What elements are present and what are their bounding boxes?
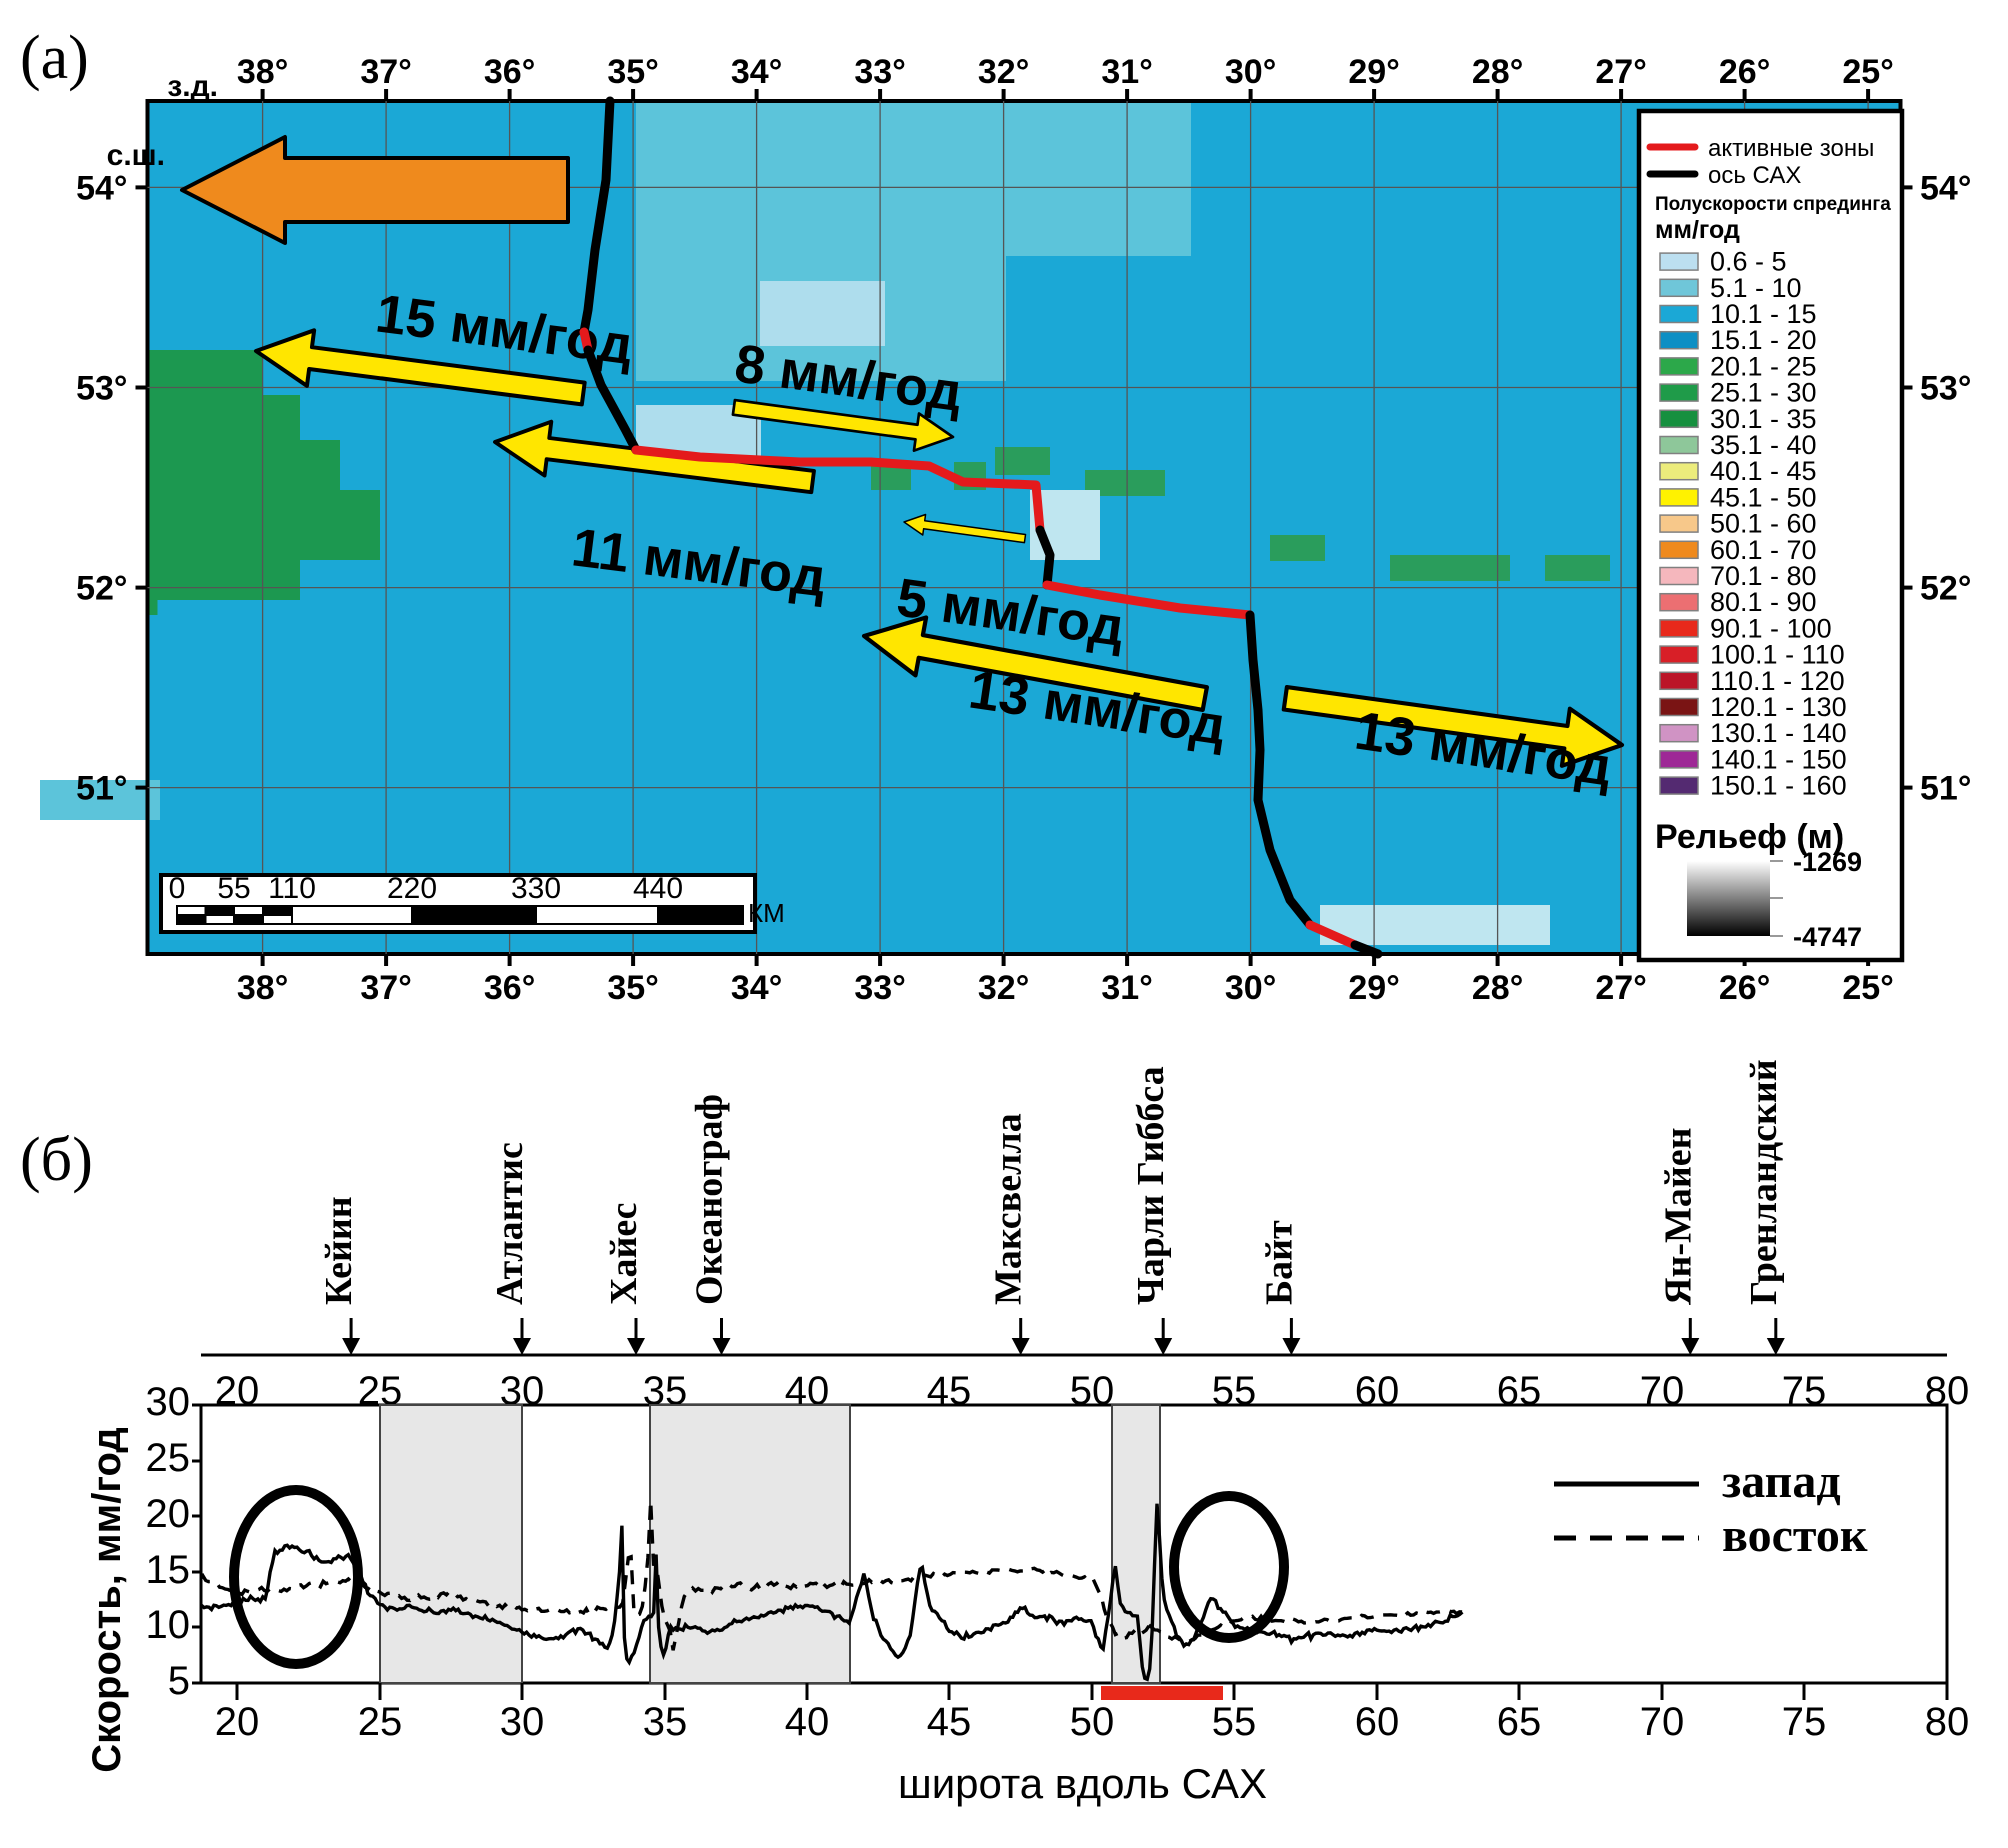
svg-text:330: 330 — [511, 872, 561, 905]
svg-text:Ян-Майен: Ян-Майен — [1657, 1127, 1699, 1305]
svg-text:запад: запад — [1722, 1455, 1841, 1508]
svg-text:33°: 33° — [854, 53, 905, 91]
svg-text:Хайес: Хайес — [603, 1202, 645, 1305]
svg-text:(a): (a) — [20, 24, 89, 92]
svg-text:с.ш.: с.ш. — [107, 139, 165, 172]
svg-text:Скорость, мм/год: Скорость, мм/год — [85, 1427, 129, 1773]
svg-text:(б): (б) — [20, 1126, 93, 1194]
svg-text:110: 110 — [268, 872, 316, 905]
svg-text:51°: 51° — [76, 770, 127, 808]
svg-text:80: 80 — [1925, 1700, 1970, 1744]
svg-text:51°: 51° — [1920, 770, 1971, 808]
svg-text:35: 35 — [643, 1700, 688, 1744]
svg-text:27°: 27° — [1595, 53, 1646, 91]
svg-text:25: 25 — [358, 1700, 403, 1744]
svg-text:70: 70 — [1640, 1700, 1685, 1744]
svg-text:54°: 54° — [1920, 169, 1971, 207]
svg-text:30: 30 — [500, 1700, 545, 1744]
svg-text:38°: 38° — [237, 53, 288, 91]
svg-text:54°: 54° — [76, 169, 127, 207]
svg-text:150.1 - 160: 150.1 - 160 — [1710, 771, 1847, 801]
svg-text:25: 25 — [146, 1436, 191, 1480]
svg-text:Максвелла: Максвелла — [988, 1113, 1030, 1305]
svg-text:440: 440 — [633, 872, 683, 905]
svg-text:36°: 36° — [484, 53, 535, 91]
svg-text:0: 0 — [169, 872, 186, 905]
svg-text:Океанограф: Океанограф — [689, 1094, 731, 1305]
svg-text:20: 20 — [146, 1492, 191, 1536]
svg-text:52°: 52° — [76, 570, 127, 608]
svg-text:ось САХ: ось САХ — [1708, 162, 1801, 189]
svg-text:60: 60 — [1355, 1700, 1400, 1744]
svg-text:55: 55 — [217, 872, 250, 905]
svg-text:34°: 34° — [731, 969, 782, 1007]
svg-text:широта вдоль САХ: широта вдоль САХ — [898, 1760, 1267, 1807]
svg-text:33°: 33° — [854, 969, 905, 1007]
svg-text:27°: 27° — [1595, 969, 1646, 1007]
svg-text:36°: 36° — [484, 969, 535, 1007]
svg-text:65: 65 — [1497, 1700, 1542, 1744]
svg-text:220: 220 — [387, 872, 437, 905]
svg-text:30°: 30° — [1225, 53, 1276, 91]
svg-text:Полускорости спрединга: Полускорости спрединга — [1655, 194, 1891, 215]
svg-text:Чарли Гиббса: Чарли Гиббса — [1130, 1066, 1172, 1305]
svg-text:28°: 28° — [1472, 969, 1523, 1007]
svg-text:15: 15 — [146, 1548, 191, 1592]
svg-text:32°: 32° — [978, 969, 1029, 1007]
svg-text:5: 5 — [168, 1659, 190, 1703]
svg-text:мм/год: мм/год — [1655, 216, 1740, 244]
svg-text:29°: 29° — [1348, 969, 1399, 1007]
svg-text:32°: 32° — [978, 53, 1029, 91]
svg-text:40: 40 — [785, 1700, 830, 1744]
svg-text:35°: 35° — [607, 53, 658, 91]
svg-text:28°: 28° — [1472, 53, 1523, 91]
svg-text:31°: 31° — [1101, 969, 1152, 1007]
svg-text:52°: 52° — [1920, 570, 1971, 608]
svg-text:30: 30 — [146, 1380, 191, 1424]
svg-text:50: 50 — [1070, 1700, 1115, 1744]
svg-text:активные зоны: активные зоны — [1708, 135, 1874, 162]
svg-text:75: 75 — [1782, 1700, 1827, 1744]
svg-text:25°: 25° — [1842, 969, 1893, 1007]
svg-text:КМ: КМ — [748, 898, 785, 928]
svg-text:з.д.: з.д. — [167, 70, 218, 103]
svg-text:53°: 53° — [1920, 370, 1971, 408]
svg-text:55: 55 — [1212, 1700, 1257, 1744]
svg-text:Атлантис: Атлантис — [489, 1142, 531, 1305]
svg-text:30°: 30° — [1225, 969, 1276, 1007]
svg-text:34°: 34° — [731, 53, 782, 91]
svg-text:53°: 53° — [76, 370, 127, 408]
svg-text:Кейин: Кейин — [318, 1196, 360, 1305]
svg-text:26°: 26° — [1719, 53, 1770, 91]
svg-text:10: 10 — [146, 1603, 191, 1647]
svg-text:25°: 25° — [1842, 53, 1893, 91]
svg-text:31°: 31° — [1101, 53, 1152, 91]
svg-text:29°: 29° — [1348, 53, 1399, 91]
svg-text:Байт: Байт — [1258, 1220, 1300, 1305]
svg-text:26°: 26° — [1719, 969, 1770, 1007]
svg-text:37°: 37° — [360, 969, 411, 1007]
svg-text:-4747: -4747 — [1793, 922, 1862, 952]
svg-text:20: 20 — [215, 1700, 260, 1744]
svg-text:восток: восток — [1722, 1509, 1868, 1562]
svg-text:37°: 37° — [360, 53, 411, 91]
svg-text:Гренландский: Гренландский — [1743, 1059, 1785, 1305]
svg-text:38°: 38° — [237, 969, 288, 1007]
svg-text:45: 45 — [927, 1700, 972, 1744]
svg-text:35°: 35° — [607, 969, 658, 1007]
svg-text:-1269: -1269 — [1793, 847, 1862, 877]
